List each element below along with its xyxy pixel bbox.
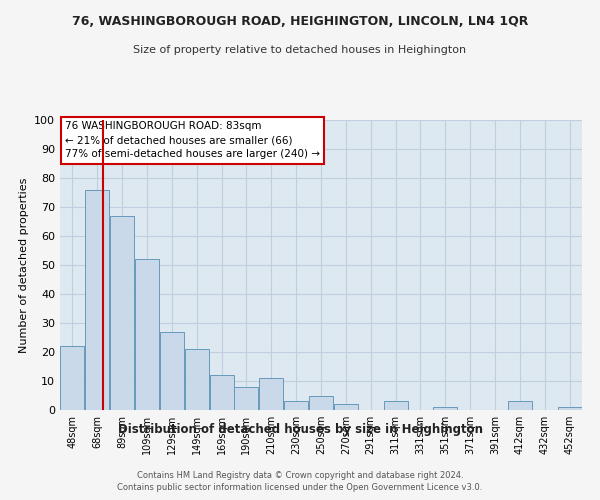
Bar xyxy=(508,402,532,410)
Bar xyxy=(284,402,308,410)
Bar xyxy=(334,404,358,410)
Bar xyxy=(235,387,259,410)
Bar xyxy=(557,407,581,410)
Text: 76 WASHINGBOROUGH ROAD: 83sqm
← 21% of detached houses are smaller (66)
77% of s: 76 WASHINGBOROUGH ROAD: 83sqm ← 21% of d… xyxy=(65,122,320,160)
Y-axis label: Number of detached properties: Number of detached properties xyxy=(19,178,29,352)
Bar xyxy=(185,349,209,410)
Bar xyxy=(135,259,159,410)
Text: Distribution of detached houses by size in Heighington: Distribution of detached houses by size … xyxy=(118,422,482,436)
Bar xyxy=(433,407,457,410)
Bar xyxy=(61,346,85,410)
Bar xyxy=(160,332,184,410)
Bar xyxy=(110,216,134,410)
Bar xyxy=(309,396,333,410)
Bar xyxy=(85,190,109,410)
Text: Size of property relative to detached houses in Heighington: Size of property relative to detached ho… xyxy=(133,45,467,55)
Text: 76, WASHINGBOROUGH ROAD, HEIGHINGTON, LINCOLN, LN4 1QR: 76, WASHINGBOROUGH ROAD, HEIGHINGTON, LI… xyxy=(72,15,528,28)
Bar xyxy=(383,402,407,410)
Bar xyxy=(259,378,283,410)
Text: Contains public sector information licensed under the Open Government Licence v3: Contains public sector information licen… xyxy=(118,484,482,492)
Bar xyxy=(209,375,233,410)
Text: Contains HM Land Registry data © Crown copyright and database right 2024.: Contains HM Land Registry data © Crown c… xyxy=(137,471,463,480)
